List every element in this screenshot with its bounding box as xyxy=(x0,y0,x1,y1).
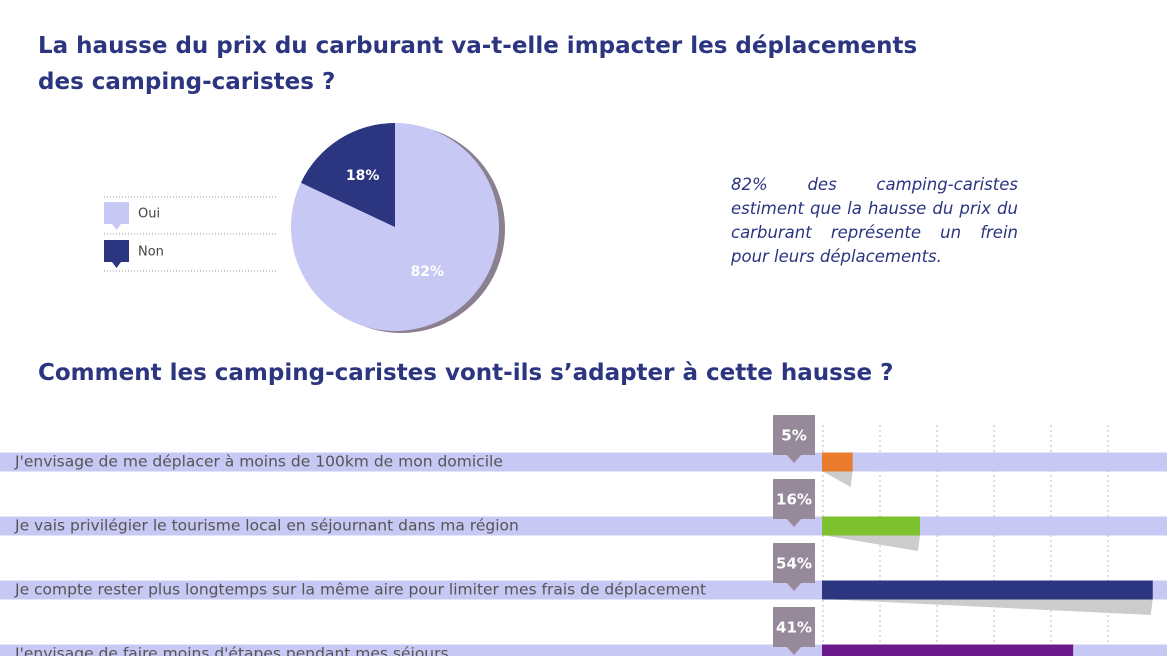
pie-slice xyxy=(300,123,395,227)
category-label: J'envisage de me déplacer à moins de 100… xyxy=(14,453,503,471)
bar xyxy=(822,452,853,472)
legend-label: Oui xyxy=(138,207,160,222)
bar-shadow xyxy=(822,535,920,551)
value-callout xyxy=(773,543,815,591)
data-label: 41% xyxy=(776,619,812,637)
annotation: 82% des camping-caristes estiment que la… xyxy=(731,175,1018,266)
data-label: 16% xyxy=(776,491,812,509)
bar xyxy=(822,644,1074,656)
data-label: 54% xyxy=(776,555,812,573)
data-label: 5% xyxy=(781,427,806,445)
data-label: 82% xyxy=(411,264,445,280)
row-band xyxy=(0,452,1167,472)
chart-title: Comment les camping-caristes vont-ils s’… xyxy=(38,360,894,386)
row-band xyxy=(0,644,1167,656)
data-label: 18% xyxy=(346,168,380,184)
value-callout xyxy=(773,415,815,463)
legend-marker xyxy=(104,240,129,268)
bar xyxy=(822,516,920,536)
bar-shadow xyxy=(822,471,853,487)
bar xyxy=(822,580,1153,600)
legend-marker xyxy=(104,202,129,230)
value-callout xyxy=(773,607,815,655)
category-label: Je compte rester plus longtemps sur la m… xyxy=(14,581,706,599)
legend-label: Non xyxy=(138,245,164,260)
chart-title: La hausse du prix du carburant va-t-elle… xyxy=(38,33,918,95)
value-callout xyxy=(773,479,815,527)
category-label: Je vais privilégier le tourisme local en… xyxy=(14,517,519,535)
bar-shadow xyxy=(822,599,1153,615)
category-label: J'envisage de faire moins d'étapes penda… xyxy=(14,645,449,656)
